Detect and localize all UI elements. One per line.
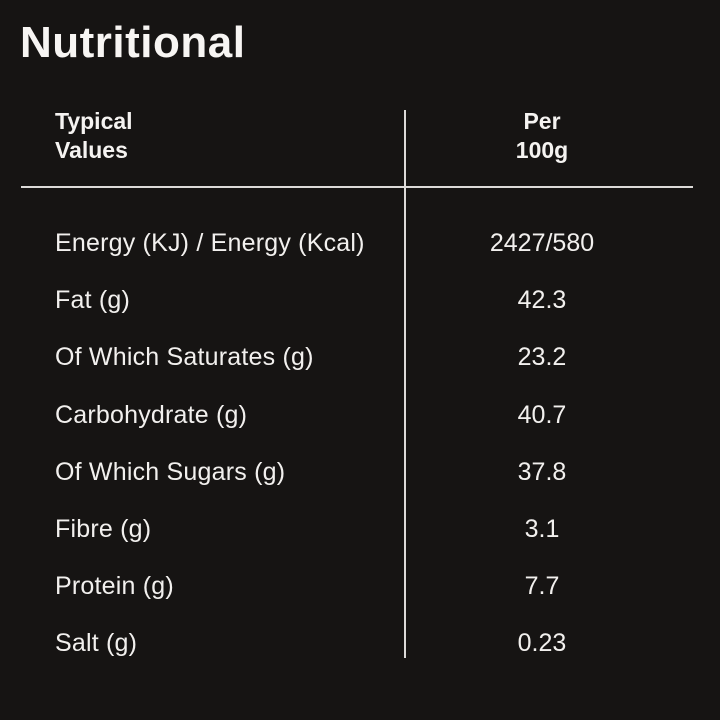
column-header-values-line: Values	[55, 137, 128, 163]
column-header-per-line: Per	[523, 108, 561, 134]
row-value: 7.7	[524, 572, 560, 601]
row-value: 23.2	[517, 343, 567, 372]
table-row: Of Which Saturates (g) 23.2	[0, 329, 720, 386]
row-label: Of Which Sugars (g)	[55, 457, 286, 486]
header-divider-line	[21, 186, 693, 188]
nutrition-table: Energy (KJ) / Energy (Kcal) 2427/580 Fat…	[0, 215, 720, 673]
row-value: 3.1	[524, 515, 560, 544]
table-row: Salt (g) 0.23	[0, 615, 720, 672]
row-value: 42.3	[517, 286, 567, 315]
row-label: Fat (g)	[55, 286, 131, 315]
row-value: 40.7	[517, 400, 567, 429]
table-row: Fat (g) 42.3	[0, 272, 720, 329]
row-value: 0.23	[517, 629, 567, 658]
row-label: Protein (g)	[55, 572, 174, 601]
column-header-typical-line: Typical	[55, 108, 133, 134]
table-row: Energy (KJ) / Energy (Kcal) 2427/580	[0, 215, 720, 272]
column-divider-line	[404, 110, 406, 658]
row-label: Fibre (g)	[55, 515, 152, 544]
row-label: Carbohydrate (g)	[55, 400, 248, 429]
page-title: Nutritional	[20, 18, 246, 67]
row-value: 2427/580	[489, 229, 595, 258]
column-header-100g-line: 100g	[515, 137, 569, 163]
table-row: Fibre (g) 3.1	[0, 501, 720, 558]
table-row: Protein (g) 7.7	[0, 558, 720, 615]
row-label: Salt (g)	[55, 629, 138, 658]
row-label: Of Which Saturates (g)	[55, 343, 314, 372]
table-row: Of Which Sugars (g) 37.8	[0, 444, 720, 501]
table-row: Carbohydrate (g) 40.7	[0, 387, 720, 444]
column-header-typical-values: Typical Values	[55, 107, 133, 165]
row-value: 37.8	[517, 457, 567, 486]
row-label: Energy (KJ) / Energy (Kcal)	[55, 229, 365, 258]
column-header-per-100g: Per 100g	[405, 107, 679, 165]
